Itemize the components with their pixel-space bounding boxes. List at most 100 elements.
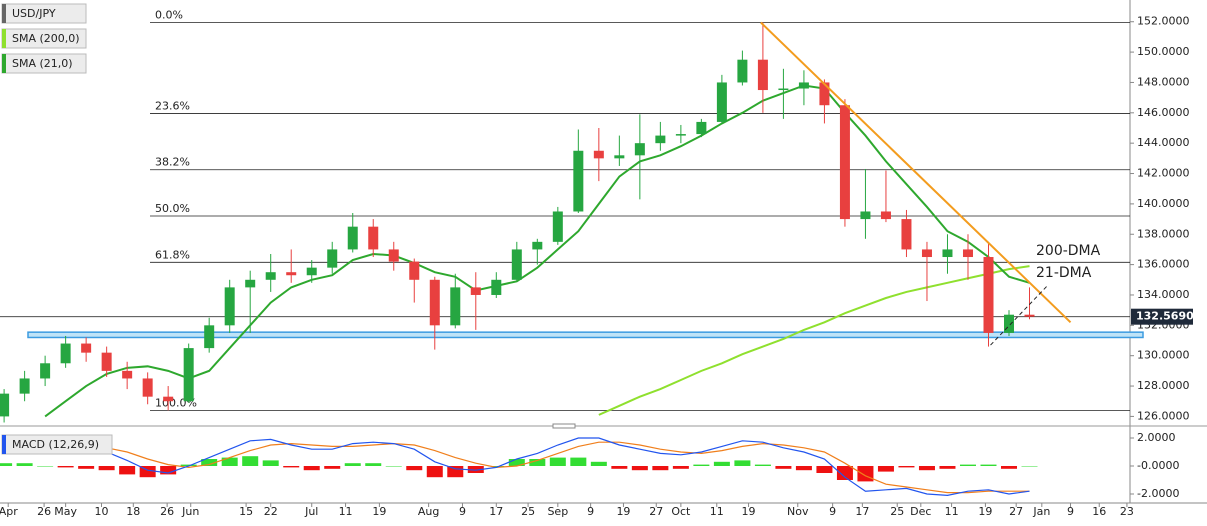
histogram-bar	[549, 457, 566, 466]
candle-body	[798, 82, 809, 89]
x-tick-label: 26	[37, 505, 51, 518]
x-tick-label: 23	[1120, 505, 1134, 518]
histogram-bar	[16, 463, 33, 466]
x-tick-label: 11	[339, 505, 353, 518]
x-tick-label: 9	[587, 505, 594, 518]
legend-label: MACD (12,26,9)	[12, 438, 99, 451]
y-tick-label: 146.0000	[1137, 106, 1190, 119]
candle-body	[593, 150, 604, 159]
histogram-bar	[262, 460, 279, 466]
candle-body	[0, 393, 10, 417]
x-tick-label: 16	[1092, 505, 1106, 518]
candle-body	[942, 249, 953, 258]
candle-body	[716, 82, 727, 122]
x-tick-label: 25	[521, 505, 535, 518]
histogram-bar	[242, 456, 259, 466]
y-tick-label: 140.0000	[1137, 197, 1190, 210]
histogram-bar	[590, 461, 607, 466]
histogram-bar	[857, 466, 874, 482]
fib-label: 38.2%	[155, 156, 190, 169]
histogram-bar	[426, 466, 443, 478]
x-tick-label: Jun	[181, 505, 199, 518]
candle-body	[675, 134, 686, 136]
histogram-bar	[139, 466, 156, 478]
candle-body	[388, 249, 399, 262]
x-tick-label: 19	[978, 505, 992, 518]
annotation: 21-DMA	[1036, 265, 1092, 281]
y-tick-label: 130.0000	[1137, 349, 1190, 362]
x-tick-label: 9	[829, 505, 836, 518]
candle-body	[81, 343, 92, 353]
signal-line	[4, 441, 1030, 494]
candle-body	[1024, 314, 1035, 317]
x-tick-label: 27	[1009, 505, 1023, 518]
histogram-bar	[529, 459, 546, 466]
candle-body	[245, 279, 256, 288]
x-tick-label: 17	[855, 505, 869, 518]
x-tick-label: Jan	[1032, 505, 1050, 518]
x-tick-label: Nov	[787, 505, 809, 518]
histogram-bar	[1021, 466, 1038, 467]
candle-body	[1004, 314, 1015, 333]
fib-label: 23.6%	[155, 100, 190, 113]
candle-body	[921, 249, 932, 258]
sma-line	[598, 265, 1030, 416]
candle-body	[778, 88, 789, 91]
candle-body	[183, 348, 194, 402]
histogram-bar	[980, 464, 997, 466]
histogram-bar	[611, 466, 628, 469]
x-tick-label: 22	[264, 505, 278, 518]
price-tag-label: 132.5690	[1136, 310, 1194, 323]
y-tick-label: 2.0000	[1137, 431, 1176, 444]
candle-body	[224, 287, 235, 326]
candle-body	[142, 378, 153, 397]
histogram-bar	[959, 464, 976, 466]
x-tick-label: 10	[95, 505, 109, 518]
legend-label: USD/JPY	[12, 7, 56, 20]
candle-body	[122, 370, 133, 379]
histogram-bar	[1001, 466, 1018, 469]
x-tick-label: 26	[160, 505, 174, 518]
x-tick-label: Apr	[0, 505, 18, 518]
histogram-bar	[467, 466, 484, 473]
x-tick-label: 25	[890, 505, 904, 518]
y-tick-label: 128.0000	[1137, 379, 1190, 392]
candle-body	[696, 121, 707, 135]
legend-swatch	[2, 4, 6, 23]
histogram-bar	[0, 463, 13, 466]
candle-body	[655, 135, 666, 144]
y-tick-label: 134.0000	[1137, 288, 1190, 301]
candle-body	[757, 59, 768, 91]
x-tick-label: 17	[489, 505, 503, 518]
histogram-bar	[898, 466, 915, 468]
histogram-bar	[631, 466, 648, 471]
histogram-bar	[836, 466, 853, 480]
trendline	[760, 21, 1072, 324]
x-tick-label: Oct	[671, 505, 691, 518]
x-tick-label: 11	[710, 505, 724, 518]
x-tick-label: 11	[945, 505, 959, 518]
histogram-bar	[303, 466, 320, 471]
candle-body	[860, 211, 871, 220]
candle-body	[983, 257, 994, 333]
candle-body	[450, 287, 461, 326]
x-tick-label: 27	[649, 505, 663, 518]
histogram-bar	[488, 466, 505, 467]
annotation: 200-DMA	[1036, 243, 1101, 259]
panel-handle	[552, 423, 576, 429]
candle-body	[163, 396, 174, 402]
fib-label: 0.0%	[155, 8, 183, 21]
y-tick-label: 144.0000	[1137, 136, 1190, 149]
x-tick-label: 18	[126, 505, 140, 518]
histogram-bar	[672, 466, 689, 469]
candle-body	[552, 211, 563, 242]
x-tick-label: Sep	[547, 505, 568, 518]
histogram-bar	[754, 464, 771, 466]
candle-body	[573, 150, 584, 212]
x-tick-label: 9	[459, 505, 466, 518]
price-tag	[1131, 308, 1193, 325]
histogram-bar	[344, 463, 361, 466]
